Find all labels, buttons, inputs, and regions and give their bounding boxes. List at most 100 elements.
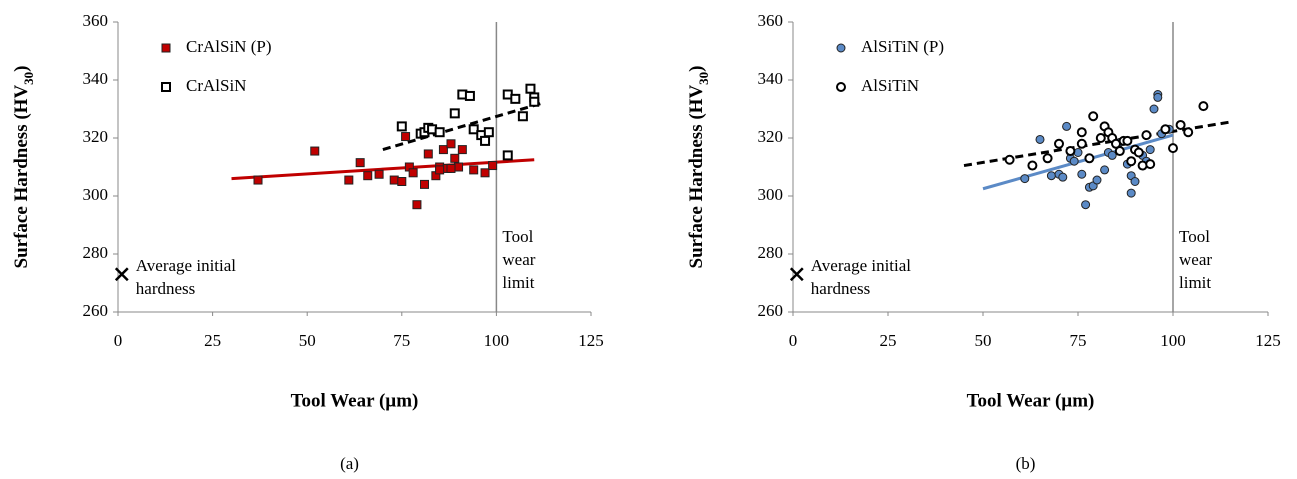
point [1107, 150, 1117, 160]
point [517, 111, 528, 122]
point [344, 175, 354, 185]
point [1004, 154, 1015, 165]
point [1100, 165, 1110, 175]
point [449, 108, 460, 119]
legend-item: CrAlSiN [161, 76, 246, 95]
point [1076, 138, 1087, 149]
x-tick-label: 125 [1255, 331, 1281, 350]
point [435, 165, 445, 175]
y-tick-label: 300 [758, 185, 784, 204]
point [253, 175, 263, 185]
point [1183, 127, 1194, 138]
point [1062, 121, 1072, 131]
annotation-text: Average initial [811, 256, 912, 275]
point [464, 90, 475, 101]
y-tick-label: 300 [83, 185, 109, 204]
point [310, 146, 320, 156]
x-tick-label: 50 [299, 331, 316, 350]
point [1095, 133, 1106, 143]
point [161, 43, 171, 53]
legend-item: CrAlSiN (P) [161, 37, 271, 56]
y-axis-label-part: Surface Hardness (HV [11, 85, 32, 269]
point [1084, 153, 1095, 164]
point [1153, 92, 1163, 102]
annotation-text: limit [502, 273, 534, 292]
point [1149, 104, 1159, 114]
point [397, 177, 407, 186]
point [480, 168, 490, 178]
y-tick-label: 340 [83, 69, 109, 88]
x-axis-label: Tool Wear (µm) [967, 390, 1095, 411]
point [1092, 175, 1102, 185]
point [1175, 119, 1186, 130]
x-tick-label: 125 [578, 331, 604, 350]
point [412, 200, 422, 210]
point [389, 175, 399, 185]
point [1077, 169, 1087, 179]
point [434, 127, 445, 138]
point [502, 150, 513, 161]
point [446, 163, 456, 173]
y-tick-label: 280 [83, 243, 109, 262]
legend-label: AlSiTiN (P) [861, 37, 944, 56]
point [401, 132, 411, 142]
point [1114, 146, 1125, 157]
y-tick-label: 260 [83, 301, 109, 320]
point [420, 179, 430, 189]
x-tick-label: 50 [975, 331, 992, 350]
y-axis-label: Surface Hardness (HV30) [11, 66, 36, 269]
annotation-text: wear [1179, 250, 1212, 269]
point [1133, 147, 1144, 158]
point [396, 121, 407, 132]
point [355, 158, 365, 168]
point [1168, 143, 1178, 154]
y-axis-label-part: 30 [21, 72, 36, 85]
point [1035, 134, 1045, 144]
point [525, 83, 536, 94]
point [468, 124, 479, 135]
annotation-text: Average initial [136, 256, 237, 275]
y-tick-label: 320 [758, 127, 784, 146]
annotation-marker [789, 267, 804, 282]
point [1141, 130, 1152, 141]
point [1081, 200, 1091, 210]
chart: 260 280 300 320 340 360 0 25 50 75 100 125 Surface H… [11, 11, 603, 473]
point [529, 96, 540, 107]
x-tick-label: 25 [880, 331, 897, 350]
point [1145, 145, 1155, 155]
point [1126, 156, 1137, 167]
y-axis-label-part: ) [686, 66, 707, 72]
annotation-text: Tool [502, 227, 533, 246]
point [1126, 188, 1136, 198]
y-tick-label: 360 [758, 11, 784, 30]
y-axis-label-part: ) [11, 66, 32, 72]
y-axis-label: Surface Hardness (HV30) [686, 66, 711, 269]
point [1069, 156, 1079, 166]
annotation-text: limit [1179, 273, 1211, 292]
y-tick-label: 280 [758, 243, 784, 262]
point [1145, 159, 1156, 170]
y-tick-label: 320 [83, 127, 109, 146]
annotation-text: hardness [811, 279, 870, 298]
point [423, 149, 433, 159]
point [1130, 177, 1140, 186]
point [488, 161, 498, 171]
caption: (b) [1016, 454, 1036, 473]
x-tick-label: 75 [1070, 331, 1087, 350]
point [1020, 174, 1030, 184]
point [836, 82, 846, 92]
point [1088, 111, 1099, 122]
annotation-text: Tool [1179, 227, 1210, 246]
trend-line [382, 101, 543, 152]
point [836, 43, 846, 53]
point [1046, 171, 1056, 181]
chart: 260 280 300 320 340 360 0 25 50 75 100 125 Surface H… [686, 11, 1280, 473]
point [480, 135, 491, 146]
point [446, 139, 456, 149]
x-tick-label: 0 [789, 331, 798, 350]
point [1076, 127, 1087, 138]
y-tick-label: 340 [758, 69, 784, 88]
point [1065, 146, 1076, 157]
legend-item: AlSiTiN (P) [836, 37, 944, 56]
